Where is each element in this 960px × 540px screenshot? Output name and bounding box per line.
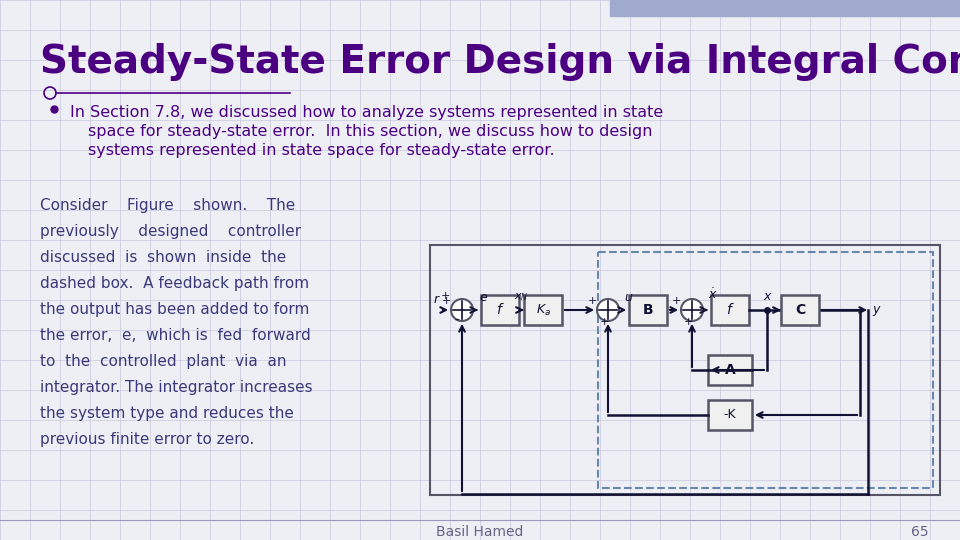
Bar — [629, 295, 667, 325]
Text: previously    designed    controller: previously designed controller — [40, 224, 301, 239]
Text: +: + — [599, 317, 609, 327]
Text: +: + — [588, 296, 597, 306]
Text: space for steady-state error.  In this section, we discuss how to design: space for steady-state error. In this se… — [88, 124, 653, 139]
Bar — [430, 245, 940, 495]
Text: +: + — [442, 296, 450, 306]
Bar — [610, 0, 960, 16]
Text: y: y — [872, 303, 879, 316]
Text: the error,  e,  which is  fed  forward: the error, e, which is fed forward — [40, 328, 311, 343]
Circle shape — [451, 299, 473, 321]
Text: +: + — [441, 291, 449, 301]
Text: x: x — [763, 290, 771, 303]
Text: C: C — [795, 303, 805, 317]
Text: r: r — [433, 293, 439, 306]
Text: In Section 7.8, we discussed how to analyze systems represented in state: In Section 7.8, we discussed how to anal… — [70, 105, 663, 120]
Text: Steady-State Error Design via Integral Control: Steady-State Error Design via Integral C… — [40, 43, 960, 81]
Text: +: + — [671, 296, 681, 306]
Text: u: u — [624, 291, 632, 304]
Bar — [711, 295, 749, 325]
Text: the output has been added to form: the output has been added to form — [40, 302, 309, 317]
Text: systems represented in state space for steady-state error.: systems represented in state space for s… — [88, 143, 555, 158]
Bar — [524, 295, 562, 325]
Text: -: - — [455, 314, 460, 328]
Circle shape — [597, 299, 619, 321]
Text: e: e — [479, 291, 487, 304]
Text: 65: 65 — [911, 525, 929, 539]
Text: $f$: $f$ — [726, 302, 734, 318]
Text: discussed  is  shown  inside  the: discussed is shown inside the — [40, 250, 286, 265]
Text: A: A — [725, 363, 735, 377]
Text: $x_N$: $x_N$ — [515, 291, 529, 303]
Text: B: B — [642, 303, 654, 317]
Text: $\dot{x}$: $\dot{x}$ — [708, 287, 718, 302]
Text: +: + — [684, 317, 693, 327]
Bar — [598, 252, 933, 488]
Bar — [481, 295, 519, 325]
Text: to  the  controlled  plant  via  an: to the controlled plant via an — [40, 354, 286, 369]
Text: integrator. The integrator increases: integrator. The integrator increases — [40, 380, 313, 395]
Text: Consider    Figure    shown.    The: Consider Figure shown. The — [40, 198, 296, 213]
Text: $f$: $f$ — [495, 302, 504, 318]
Circle shape — [681, 299, 703, 321]
Bar — [708, 400, 752, 430]
Text: previous finite error to zero.: previous finite error to zero. — [40, 432, 254, 447]
Bar — [781, 295, 819, 325]
Text: -K: -K — [724, 408, 736, 422]
Text: $K_a$: $K_a$ — [536, 302, 550, 318]
Text: Basil Hamed: Basil Hamed — [436, 525, 524, 539]
Text: dashed box.  A feedback path from: dashed box. A feedback path from — [40, 276, 309, 291]
Bar — [708, 355, 752, 385]
Text: the system type and reduces the: the system type and reduces the — [40, 406, 294, 421]
